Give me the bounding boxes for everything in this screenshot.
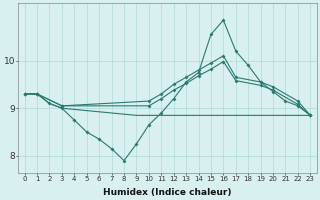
X-axis label: Humidex (Indice chaleur): Humidex (Indice chaleur) <box>103 188 232 197</box>
